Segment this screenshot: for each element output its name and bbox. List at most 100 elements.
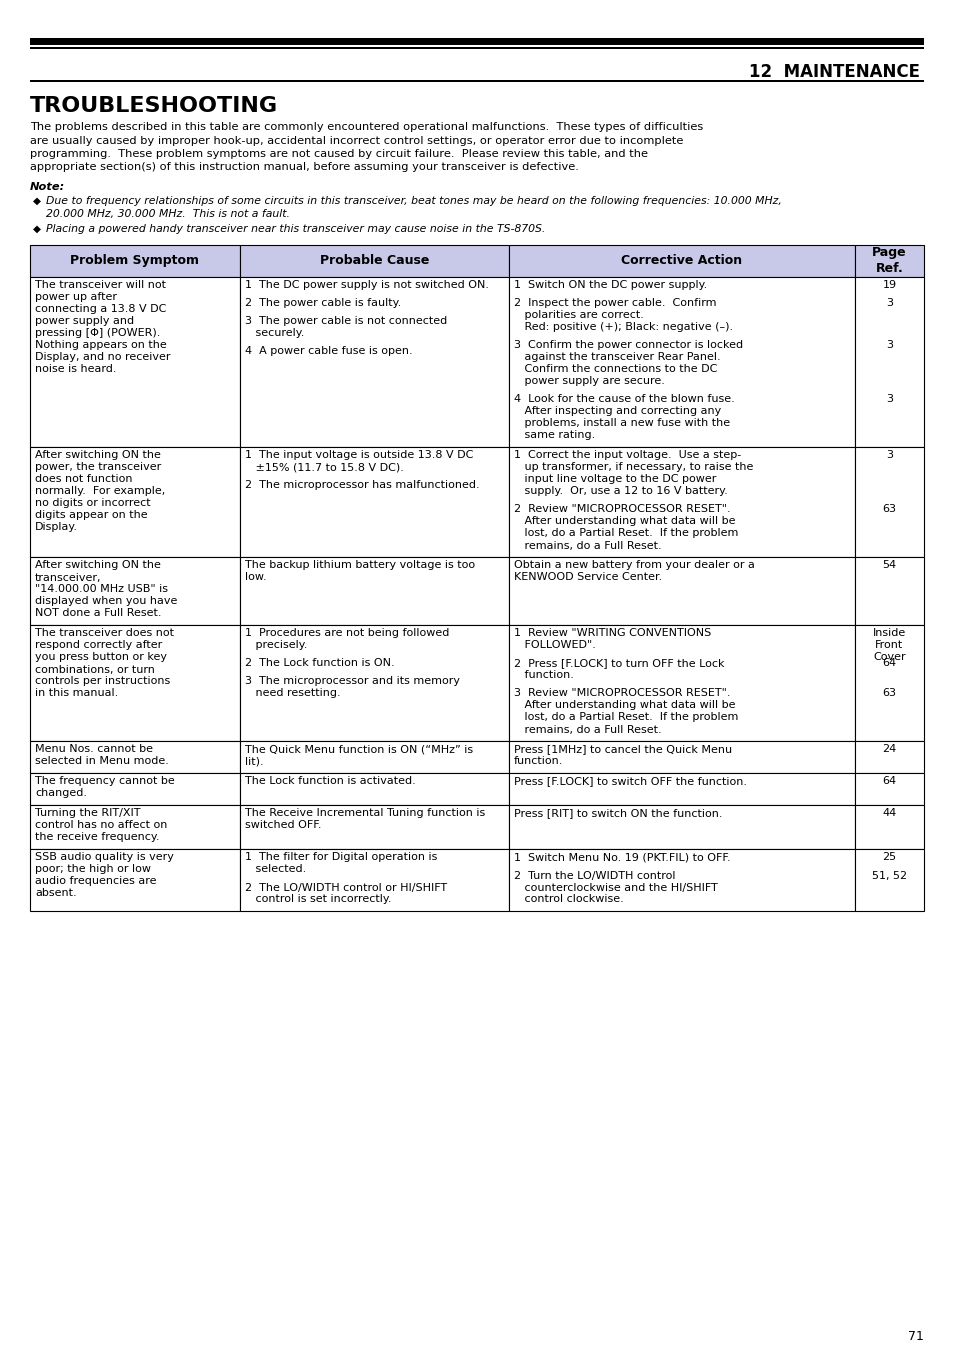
Bar (854, 848, 923, 911)
Text: The backup lithium battery voltage is too: The backup lithium battery voltage is to… (245, 561, 475, 570)
Bar (854, 740, 923, 773)
Text: Front: Front (875, 640, 902, 650)
Text: 2  Review "MICROPROCESSOR RESET".: 2 Review "MICROPROCESSOR RESET". (514, 504, 730, 515)
Text: audio frequencies are: audio frequencies are (35, 877, 156, 886)
Text: control clockwise.: control clockwise. (514, 894, 623, 905)
Bar (30, 47, 923, 49)
Bar (854, 557, 923, 624)
Text: ◆: ◆ (33, 224, 41, 234)
Bar (30, 804, 240, 848)
Text: 1  Switch Menu No. 19 (PKT.FIL) to OFF.: 1 Switch Menu No. 19 (PKT.FIL) to OFF. (514, 852, 730, 862)
Text: 1  Switch ON the DC power supply.: 1 Switch ON the DC power supply. (514, 281, 706, 290)
Text: in this manual.: in this manual. (35, 689, 118, 698)
Text: 1  Procedures are not being followed: 1 Procedures are not being followed (245, 628, 449, 639)
Text: 2  The microprocessor has malfunctioned.: 2 The microprocessor has malfunctioned. (245, 481, 479, 490)
Text: Press [RIT] to switch ON the function.: Press [RIT] to switch ON the function. (514, 808, 721, 819)
Text: 3  The power cable is not connected: 3 The power cable is not connected (245, 316, 447, 327)
Text: up transformer, if necessary, to raise the: up transformer, if necessary, to raise t… (514, 462, 753, 473)
Text: 3  The microprocessor and its memory: 3 The microprocessor and its memory (245, 677, 459, 686)
Text: 3  Confirm the power connector is locked: 3 Confirm the power connector is locked (514, 340, 742, 350)
Text: 63: 63 (882, 689, 896, 698)
Bar (509, 848, 854, 911)
Text: power supply and: power supply and (35, 316, 134, 327)
Text: The transceiver will not: The transceiver will not (35, 281, 166, 290)
Text: function.: function. (514, 670, 574, 681)
Bar (240, 624, 509, 740)
Bar (30, 38, 923, 45)
Text: lost, do a Partial Reset.  If the problem: lost, do a Partial Reset. If the problem (514, 712, 738, 723)
Text: displayed when you have: displayed when you have (35, 597, 177, 607)
Text: Placing a powered handy transceiver near this transceiver may cause noise in the: Placing a powered handy transceiver near… (46, 224, 545, 234)
Bar (240, 740, 509, 773)
Bar (854, 245, 923, 277)
Bar (509, 446, 854, 557)
Text: changed.: changed. (35, 789, 87, 798)
Bar (30, 848, 240, 911)
Text: transceiver,: transceiver, (35, 573, 101, 582)
Text: control has no affect on: control has no affect on (35, 820, 167, 831)
Text: same rating.: same rating. (514, 431, 595, 440)
Text: against the transceiver Rear Panel.: against the transceiver Rear Panel. (514, 353, 720, 362)
Text: 19: 19 (882, 281, 896, 290)
Text: The problems described in this table are commonly encountered operational malfun: The problems described in this table are… (30, 122, 702, 132)
Text: normally.  For example,: normally. For example, (35, 486, 165, 497)
Bar (509, 804, 854, 848)
Text: pressing [Φ] (POWER).: pressing [Φ] (POWER). (35, 328, 160, 339)
Text: selected.: selected. (245, 865, 306, 874)
Text: Probable Cause: Probable Cause (319, 254, 429, 267)
Text: 44: 44 (882, 808, 896, 819)
Text: digits appear on the: digits appear on the (35, 511, 148, 520)
Text: function.: function. (514, 757, 563, 766)
Text: Nothing appears on the: Nothing appears on the (35, 340, 167, 350)
Text: Corrective Action: Corrective Action (620, 254, 741, 267)
Text: NOT done a Full Reset.: NOT done a Full Reset. (35, 608, 161, 619)
Text: Red: positive (+); Black: negative (–).: Red: positive (+); Black: negative (–). (514, 323, 732, 332)
Text: 24: 24 (882, 744, 896, 754)
Text: 3: 3 (885, 450, 892, 461)
Text: lost, do a Partial Reset.  If the problem: lost, do a Partial Reset. If the problem (514, 528, 738, 539)
Text: you press button or key: you press button or key (35, 653, 167, 662)
Text: 3  Review "MICROPROCESSOR RESET".: 3 Review "MICROPROCESSOR RESET". (514, 689, 730, 698)
Bar (854, 624, 923, 740)
Text: The Quick Menu function is ON (“MHz” is: The Quick Menu function is ON (“MHz” is (245, 744, 473, 754)
Text: switched OFF.: switched OFF. (245, 820, 321, 831)
Text: 54: 54 (882, 561, 896, 570)
Text: control is set incorrectly.: control is set incorrectly. (245, 894, 391, 905)
Text: need resetting.: need resetting. (245, 689, 340, 698)
Text: Turning the RIT/XIT: Turning the RIT/XIT (35, 808, 140, 819)
Bar (240, 804, 509, 848)
Text: ◆: ◆ (33, 196, 41, 205)
Text: After understanding what data will be: After understanding what data will be (514, 701, 735, 711)
Text: power up after: power up after (35, 293, 117, 303)
Text: Inside: Inside (872, 628, 905, 639)
Text: combinations, or turn: combinations, or turn (35, 665, 154, 674)
Text: Obtain a new battery from your dealer or a: Obtain a new battery from your dealer or… (514, 561, 754, 570)
Text: The frequency cannot be: The frequency cannot be (35, 777, 174, 786)
Bar (509, 624, 854, 740)
Text: remains, do a Full Reset.: remains, do a Full Reset. (514, 724, 661, 735)
Text: 12  MAINTENANCE: 12 MAINTENANCE (748, 63, 919, 81)
Text: 2  Inspect the power cable.  Confirm: 2 Inspect the power cable. Confirm (514, 299, 716, 308)
Text: power, the transceiver: power, the transceiver (35, 462, 161, 473)
Text: 2  Turn the LO/WIDTH control: 2 Turn the LO/WIDTH control (514, 870, 675, 881)
Text: 4  Look for the cause of the blown fuse.: 4 Look for the cause of the blown fuse. (514, 394, 734, 404)
Text: Display, and no receiver: Display, and no receiver (35, 353, 171, 362)
Text: 1  The filter for Digital operation is: 1 The filter for Digital operation is (245, 852, 436, 862)
Text: FOLLOWED".: FOLLOWED". (514, 640, 596, 650)
Text: 64: 64 (882, 658, 896, 669)
Text: Menu Nos. cannot be: Menu Nos. cannot be (35, 744, 152, 754)
Bar (240, 277, 509, 446)
Text: 3: 3 (885, 394, 892, 404)
Text: low.: low. (245, 573, 266, 582)
Text: respond correctly after: respond correctly after (35, 640, 162, 650)
Text: poor; the high or low: poor; the high or low (35, 865, 151, 874)
Text: 2  The LO/WIDTH control or HI/SHIFT: 2 The LO/WIDTH control or HI/SHIFT (245, 882, 447, 893)
Bar (854, 773, 923, 804)
Text: Problem Symptom: Problem Symptom (71, 254, 199, 267)
Text: programming.  These problem symptoms are not caused by circuit failure.  Please : programming. These problem symptoms are … (30, 149, 647, 159)
Bar (30, 740, 240, 773)
Text: securely.: securely. (245, 328, 304, 339)
Text: 3: 3 (885, 340, 892, 350)
Bar (509, 277, 854, 446)
Bar (240, 446, 509, 557)
